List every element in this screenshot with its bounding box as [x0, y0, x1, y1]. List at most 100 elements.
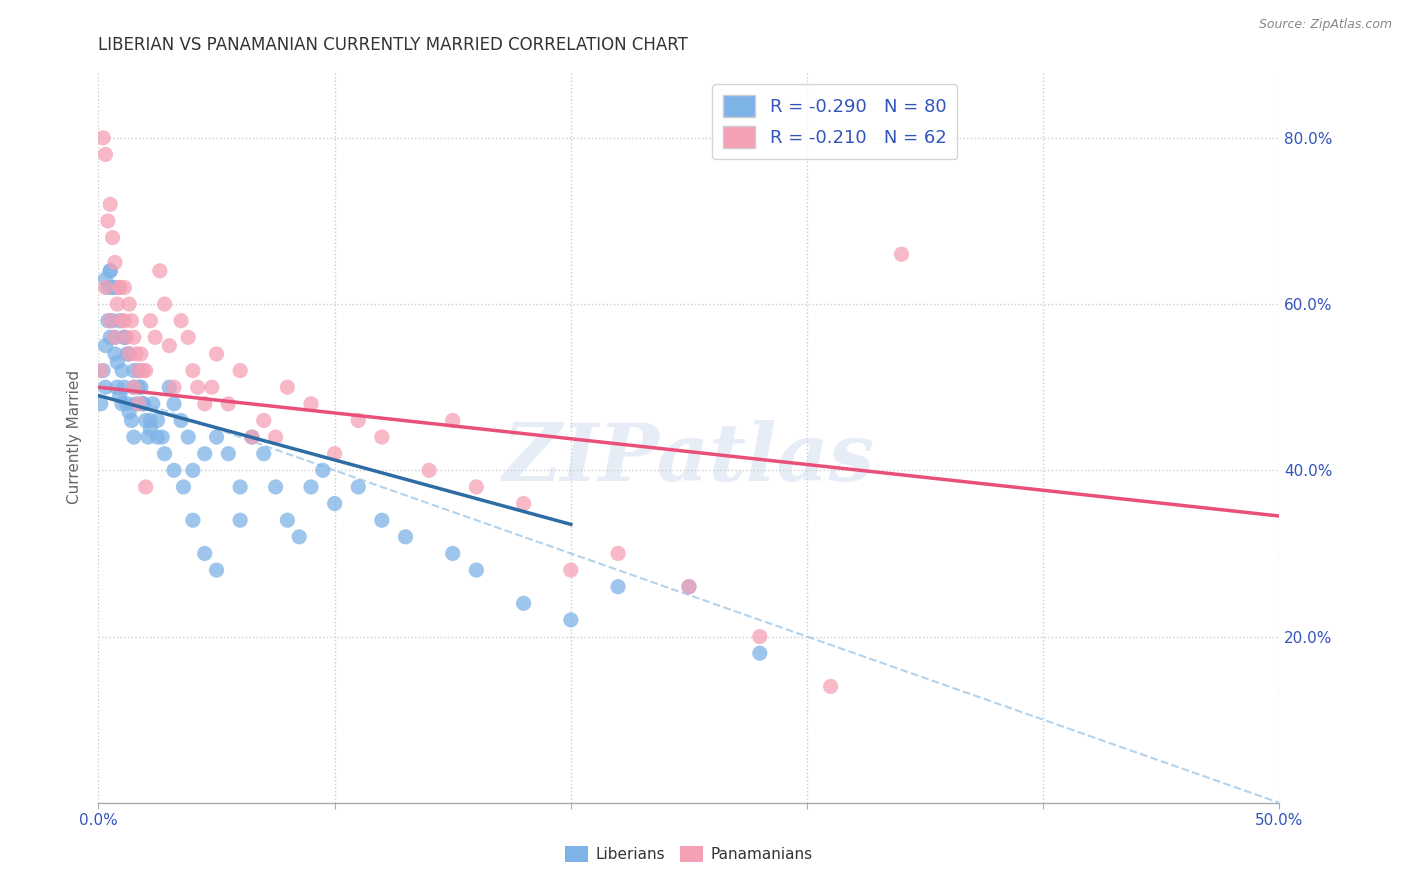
Point [104, 330, 127, 344]
Point [323, 447, 346, 461]
Point [98, 314, 121, 328]
Point [112, 380, 135, 394]
Point [128, 363, 150, 377]
Point [90, 397, 112, 411]
Point [139, 314, 162, 328]
Point [118, 405, 141, 419]
Point [112, 280, 135, 294]
Point [312, 463, 335, 477]
Point [153, 447, 176, 461]
Point [276, 513, 298, 527]
Point [104, 255, 127, 269]
Text: LIBERIAN VS PANAMANIAN CURRENTLY MARRIED CORRELATION CHART: LIBERIAN VS PANAMANIAN CURRENTLY MARRIED… [98, 36, 689, 54]
Point [112, 330, 135, 344]
Point [128, 380, 150, 394]
Point [229, 480, 252, 494]
Point [122, 380, 145, 394]
Point [132, 397, 155, 411]
Point [512, 596, 534, 610]
Point [132, 397, 155, 411]
Point [94, 380, 117, 394]
Point [347, 480, 370, 494]
Point [94, 338, 117, 352]
Point [163, 380, 186, 394]
Text: Source: ZipAtlas.com: Source: ZipAtlas.com [1258, 18, 1392, 31]
Point [153, 297, 176, 311]
Point [299, 480, 322, 494]
Point [170, 413, 193, 427]
Point [105, 355, 128, 369]
Point [201, 380, 224, 394]
Point [115, 347, 138, 361]
Point [97, 314, 120, 328]
Point [105, 380, 128, 394]
Point [163, 463, 186, 477]
Point [135, 363, 157, 377]
Point [111, 363, 134, 377]
Point [112, 314, 135, 328]
Point [97, 214, 120, 228]
Point [128, 363, 150, 377]
Point [512, 497, 534, 511]
Point [146, 413, 169, 427]
Point [187, 380, 209, 394]
Point [101, 280, 124, 294]
Point [98, 197, 121, 211]
Point [139, 413, 162, 427]
Point [560, 613, 582, 627]
Point [98, 264, 121, 278]
Point [371, 513, 394, 527]
Point [122, 430, 145, 444]
Point [122, 380, 145, 394]
Point [394, 530, 416, 544]
Point [143, 330, 166, 344]
Point [121, 413, 143, 427]
Point [104, 330, 127, 344]
Point [288, 530, 311, 544]
Point [371, 430, 394, 444]
Point [146, 430, 169, 444]
Point [607, 580, 630, 594]
Point [181, 463, 204, 477]
Point [217, 397, 239, 411]
Point [560, 563, 582, 577]
Point [229, 363, 252, 377]
Point [122, 363, 145, 377]
Point [253, 413, 276, 427]
Point [170, 314, 193, 328]
Point [820, 680, 842, 694]
Point [323, 497, 346, 511]
Point [90, 363, 112, 377]
Point [129, 347, 152, 361]
Point [139, 422, 162, 436]
Text: ZIPatlas: ZIPatlas [503, 420, 875, 498]
Point [121, 314, 143, 328]
Point [104, 280, 127, 294]
Point [347, 413, 370, 427]
Point [465, 563, 488, 577]
Point [890, 247, 912, 261]
Point [105, 297, 128, 311]
Point [98, 264, 121, 278]
Point [125, 397, 148, 411]
Legend: Liberians, Panamanians: Liberians, Panamanians [558, 840, 820, 868]
Point [678, 580, 700, 594]
Point [748, 646, 770, 660]
Point [181, 513, 204, 527]
Point [91, 131, 114, 145]
Point [135, 480, 157, 494]
Point [163, 397, 186, 411]
Point [142, 397, 165, 411]
Point [115, 397, 138, 411]
Point [299, 397, 322, 411]
Point [111, 397, 134, 411]
Point [101, 230, 124, 244]
Point [135, 413, 157, 427]
Point [112, 330, 135, 344]
Point [205, 563, 228, 577]
Point [177, 430, 200, 444]
Point [149, 264, 172, 278]
Point [94, 280, 117, 294]
Point [125, 347, 148, 361]
Point [104, 347, 127, 361]
